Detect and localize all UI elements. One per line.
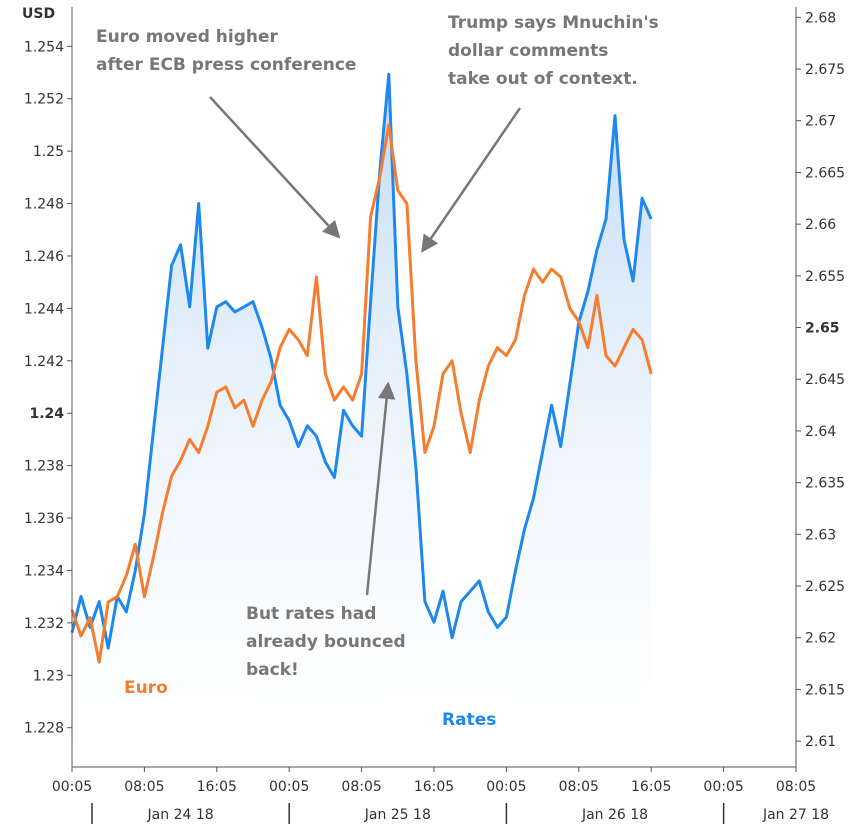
date-label: Jan 26 18 <box>581 807 648 823</box>
left-tick-label: 1.254 <box>24 39 64 55</box>
x-tick-label: 00:05 <box>703 779 743 795</box>
x-tick-label: 08:05 <box>776 779 816 795</box>
right-tick-label: 2.66 <box>805 217 836 233</box>
annotation-ecb-line-1: Euro moved higher <box>96 27 279 47</box>
right-tick-label: 2.67 <box>805 114 836 130</box>
rates-area-fill <box>72 74 652 767</box>
date-label: Jan 24 18 <box>147 807 214 823</box>
annotation-ecb: Euro moved higher after ECB press confer… <box>96 27 356 75</box>
annotation-trump-line-3: take out of context. <box>448 69 638 89</box>
left-tick-label: 1.23 <box>33 668 64 684</box>
annotation-bounce-line-1: But rates had <box>246 604 376 624</box>
annotation-ecb-line-2: after ECB press conference <box>96 55 356 75</box>
annotation-bounce: But rates had already bounced back! <box>246 604 412 680</box>
x-tick-label: 08:05 <box>124 779 164 795</box>
annotation-trump: Trump says Mnuchin's dollar comments tak… <box>448 13 665 89</box>
left-tick-label: 1.232 <box>24 616 64 632</box>
right-tick-label: 2.61 <box>805 734 836 750</box>
left-tick-label: 1.246 <box>24 249 64 265</box>
annotation-bounce-line-3: back! <box>246 660 299 680</box>
annotation-bounce-line-2: already bounced <box>246 632 406 652</box>
annotation-trump-line-2: dollar comments <box>448 41 608 61</box>
series-label-euro: Euro <box>124 678 168 698</box>
left-tick-label: 1.242 <box>24 354 64 370</box>
annotation-arrow-ecb <box>209 96 341 239</box>
x-tick-label: 00:05 <box>52 779 92 795</box>
x-tick-label: 00:05 <box>269 779 309 795</box>
annotation-arrow-bounce <box>365 381 396 596</box>
left-tick-label: 1.244 <box>24 301 64 317</box>
right-tick-label: 2.675 <box>805 62 845 78</box>
x-tick-label: 08:05 <box>559 779 599 795</box>
right-tick-label: 2.625 <box>805 579 845 595</box>
right-tick-label: 2.655 <box>805 269 845 285</box>
right-tick-label: 2.64 <box>805 424 836 440</box>
right-tick-label: 2.68 <box>805 10 836 26</box>
euro-line <box>70 123 653 664</box>
axes: 1.228 1.23 1.232 1.234 1.236 1.238 1.24 1.242 1.… <box>24 7 845 824</box>
x-tick-label: 16:05 <box>631 779 671 795</box>
right-tick-label: 2.615 <box>805 682 845 698</box>
right-tick-label: 2.645 <box>805 372 845 388</box>
left-tick-label: 1.25 <box>33 144 64 160</box>
left-tick-label: 1.234 <box>24 563 64 579</box>
left-tick-label: 1.248 <box>24 197 64 213</box>
x-tick-label: 16:05 <box>197 779 237 795</box>
rates-line <box>70 72 653 650</box>
date-label: Jan 25 18 <box>364 807 431 823</box>
left-tick-label: 1.236 <box>24 511 64 527</box>
right-tick-label: 2.635 <box>805 476 845 492</box>
x-tick-label: 00:05 <box>486 779 526 795</box>
annotations: Euro moved higher after ECB press confer… <box>96 13 665 680</box>
left-tick-label: 1.252 <box>24 92 64 108</box>
date-label: Jan 27 18 <box>762 807 829 823</box>
left-tick-label: 1.228 <box>24 721 64 737</box>
right-tick-label: 2.63 <box>805 527 836 543</box>
x-tick-label: 16:05 <box>414 779 454 795</box>
annotation-arrow-trump <box>421 107 522 253</box>
plot-area <box>70 72 653 767</box>
right-tick-label: 2.62 <box>805 631 836 647</box>
annotation-trump-line-1: Trump says Mnuchin's <box>448 13 659 33</box>
x-tick-label: 08:05 <box>341 779 381 795</box>
right-tick-label: 2.665 <box>805 165 845 181</box>
right-tick-label: 2.65 <box>805 321 840 337</box>
left-axis-unit-label: USD <box>22 6 55 22</box>
series-label-rates: Rates <box>442 710 496 730</box>
left-tick-label: 1.24 <box>29 406 64 422</box>
left-tick-label: 1.238 <box>24 459 64 475</box>
